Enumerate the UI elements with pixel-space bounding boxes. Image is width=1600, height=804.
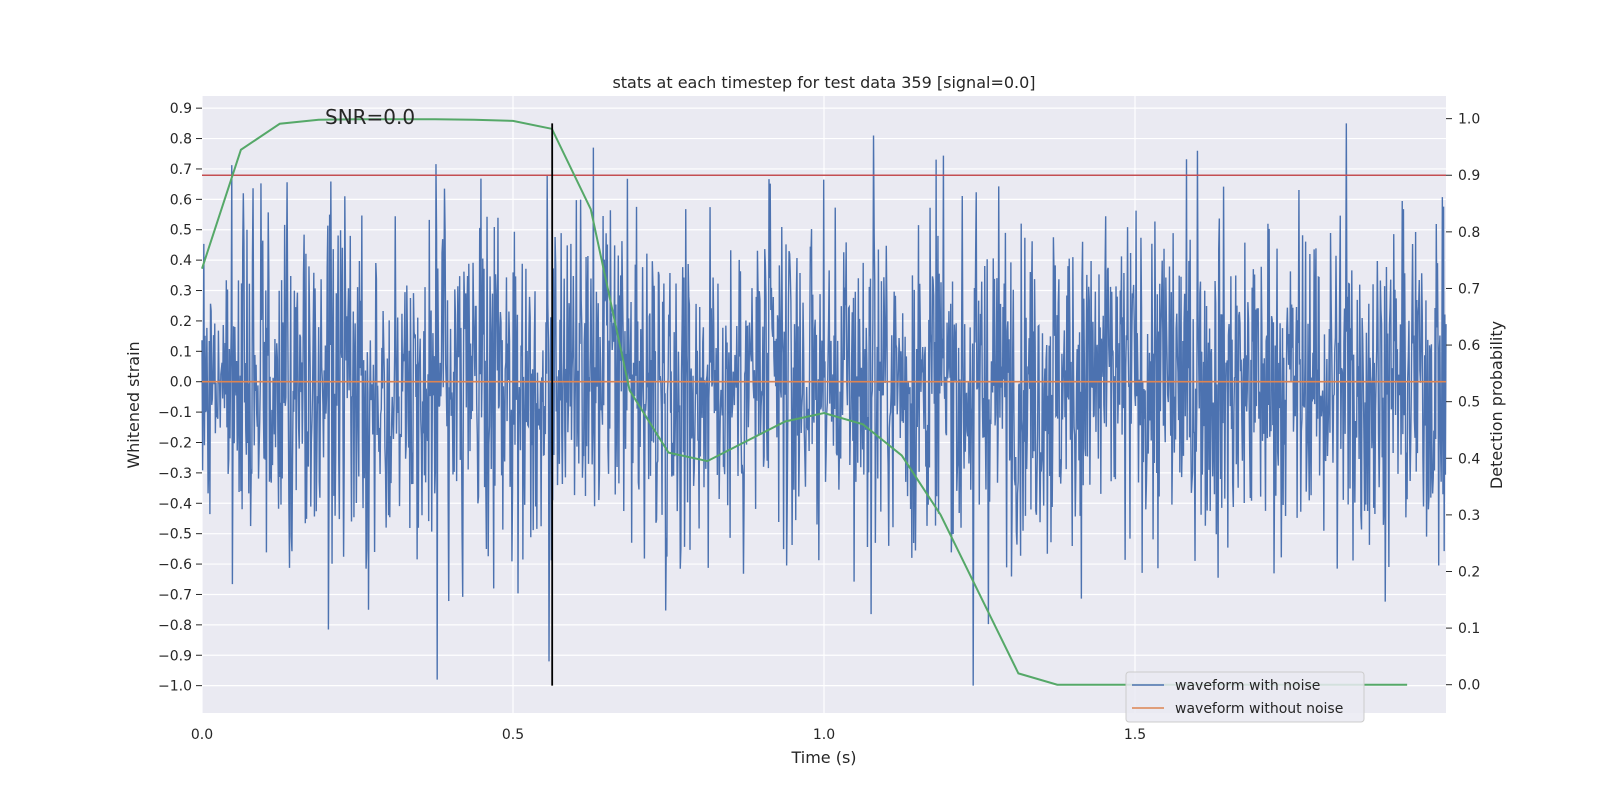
y2-tick-label: 0.6: [1458, 338, 1480, 354]
series-layer: [201, 123, 1447, 686]
y2-tick-label: 0.1: [1458, 621, 1480, 637]
y2-tick-label: 0.5: [1458, 395, 1480, 411]
y-tick-label: −0.9: [158, 648, 192, 664]
y-tick-label: −1.0: [158, 679, 192, 695]
y-tick-label: 0.0: [170, 375, 192, 391]
y-tick-label: −0.1: [158, 405, 192, 421]
y2-tick-label: 0.0: [1458, 678, 1480, 694]
y2-tick-label: 1.0: [1458, 112, 1480, 128]
y-tick-label: −0.6: [158, 557, 192, 573]
y2-tick-label: 0.8: [1458, 225, 1480, 241]
waveform-with-noise-line: [201, 123, 1447, 686]
y-axis-label: Whitened strain: [124, 341, 143, 468]
x-tick-label: 0.0: [191, 727, 213, 743]
y2-axis-label: Detection probability: [1487, 321, 1506, 489]
y-tick-label: −0.8: [158, 618, 192, 634]
y-tick-label: 0.8: [170, 132, 192, 148]
y-tick-label: −0.3: [158, 466, 192, 482]
y-tick-label: −0.4: [158, 496, 192, 512]
y-tick-label: −0.5: [158, 527, 192, 543]
y-tick-label: 0.1: [170, 344, 192, 360]
y-tick-label: 0.5: [170, 223, 192, 239]
y-tick-label: 0.6: [170, 192, 192, 208]
y-tick-label: 0.9: [170, 101, 192, 117]
legend-label-noise: waveform with noise: [1175, 678, 1320, 694]
x-axis-label: Time (s): [790, 748, 856, 767]
y-tick-label: 0.7: [170, 162, 192, 178]
y2-tick-label: 0.9: [1458, 168, 1480, 184]
y-tick-label: 0.4: [170, 253, 192, 269]
legend-label-clean: waveform without noise: [1175, 701, 1343, 717]
y-tick-label: 0.2: [170, 314, 192, 330]
y2-tick-label: 0.4: [1458, 451, 1480, 467]
x-tick-label: 1.5: [1124, 727, 1146, 743]
y-tick-label: −0.2: [158, 435, 192, 451]
legend-box: [1125, 671, 1365, 723]
legend: waveform with noise waveform without noi…: [1125, 671, 1365, 723]
snr-annotation: SNR=0.0: [325, 105, 415, 129]
chart-title: stats at each timestep for test data 359…: [612, 73, 1035, 92]
y2-tick-label: 0.2: [1458, 564, 1480, 580]
x-tick-label: 1.0: [813, 727, 835, 743]
x-tick-label: 0.5: [502, 727, 524, 743]
y-tick-label: −0.7: [158, 587, 192, 603]
y2-tick-label: 0.3: [1458, 508, 1480, 524]
y2-tick-label: 0.7: [1458, 281, 1480, 297]
tick-labels: 0.9 0.8 0.7 0.6 0.5 0.4 0.3 0.2 0.1 0.0 −0.1 −0.2 −0…: [158, 101, 1480, 743]
y-tick-label: 0.3: [170, 284, 192, 300]
